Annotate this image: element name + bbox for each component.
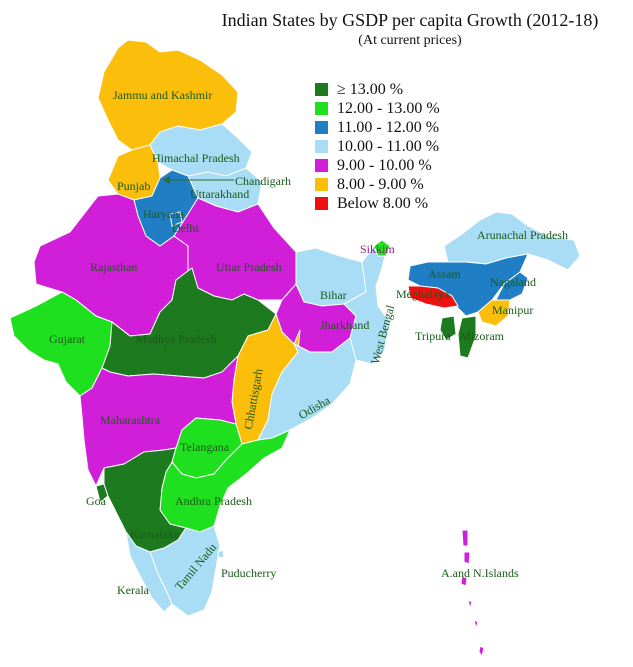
label-himachal-pradesh: Himachal Pradesh (152, 151, 240, 165)
legend-item: 12.00 - 13.00 % (315, 99, 440, 118)
label-kerala: Kerala (117, 583, 149, 597)
region-tripura (439, 315, 457, 341)
region-west-bengal (343, 245, 391, 365)
map-subtitle: (At current prices) (358, 33, 462, 48)
label-andaman-nicobar: A.and N.Islands (441, 566, 519, 580)
label-sikkim: Sikkim (360, 242, 395, 256)
legend-item: 8.00 - 9.00 % (315, 175, 440, 194)
label-mizoram: Mizoram (460, 329, 504, 343)
label-nagaland: Nagaland (490, 275, 536, 289)
region-delhi (169, 211, 183, 227)
legend-label: 9.00 - 10.00 % (337, 156, 432, 174)
label-rajasthan: Rajasthan (90, 260, 138, 274)
legend-swatch (315, 121, 328, 134)
region-himachal-pradesh (149, 123, 253, 177)
label-madhya-pradesh: Madhya Pradesh (136, 332, 217, 346)
map-title: Indian States by GSDP per capita Growth … (221, 10, 599, 30)
label-arunachal-pradesh: Arunachal Pradesh (477, 228, 568, 242)
legend-swatch (315, 197, 328, 210)
legend-label: 12.00 - 13.00 % (337, 99, 440, 117)
region-sikkim (373, 239, 391, 257)
label-jammu-kashmir: Jammu and Kashmir (113, 88, 213, 102)
label-telangana: Telangana (180, 440, 230, 454)
label-gujarat: Gujarat (49, 332, 85, 346)
label-uttar-pradesh: Uttar Pradesh (216, 260, 282, 274)
legend-item: Below 8.00 % (315, 194, 440, 213)
label-chandigarh: Chandigarh (235, 174, 291, 188)
label-bihar: Bihar (320, 288, 347, 302)
legend-label: Below 8.00 % (337, 194, 429, 212)
chandigarh-arrowhead (163, 176, 170, 184)
legend: ≥ 13.00 % 12.00 - 13.00 % 11.00 - 12.00 … (315, 80, 440, 213)
label-uttarakhand: Uttarakhand (190, 187, 250, 201)
label-assam: Assam (428, 267, 461, 281)
label-punjab: Punjab (117, 179, 151, 193)
label-meghalaya: Meghalaya (396, 287, 450, 301)
legend-item: ≥ 13.00 % (315, 80, 440, 99)
label-tripura: Tripura (415, 329, 451, 343)
region-andaman-nicobar (460, 529, 485, 658)
legend-item: 11.00 - 12.00 % (315, 118, 440, 137)
label-maharashtra: Maharashtra (100, 413, 160, 427)
label-puducherry: Puducherry (221, 566, 277, 580)
region-meghalaya (407, 285, 459, 309)
label-manipur: Manipur (492, 303, 534, 317)
region-manipur (477, 299, 511, 327)
label-andhra-pradesh: Andhra Pradesh (175, 494, 252, 508)
legend-label: 10.00 - 11.00 % (337, 137, 440, 155)
legend-swatch (315, 140, 328, 153)
legend-swatch (315, 178, 328, 191)
legend-swatch (315, 83, 328, 96)
label-haryana: Haryana (143, 207, 184, 221)
legend-swatch (315, 102, 328, 115)
legend-item: 9.00 - 10.00 % (315, 156, 440, 175)
region-karnataka (103, 447, 187, 553)
region-odisha (257, 337, 357, 441)
region-mizoram (457, 315, 477, 359)
legend-label: ≥ 13.00 % (337, 80, 404, 98)
region-kerala (125, 531, 173, 613)
legend-label: 11.00 - 12.00 % (337, 118, 440, 136)
region-puducherry (217, 549, 225, 559)
legend-swatch (315, 159, 328, 172)
label-goa: Goa (86, 494, 106, 508)
label-delhi: Delhi (172, 221, 199, 235)
label-jharkhand: Jharkhand (320, 318, 370, 332)
legend-item: 10.00 - 11.00 % (315, 137, 440, 156)
label-karnataka: Karnataka (130, 527, 180, 541)
legend-label: 8.00 - 9.00 % (337, 175, 424, 193)
